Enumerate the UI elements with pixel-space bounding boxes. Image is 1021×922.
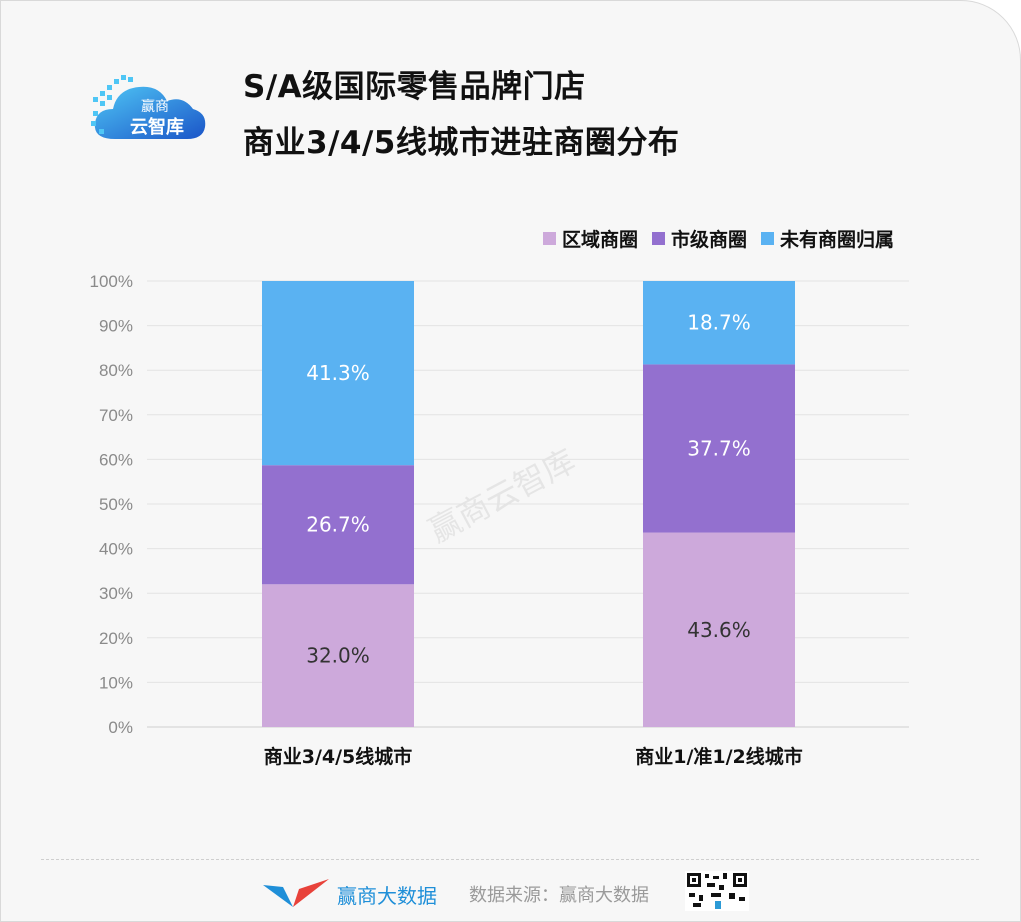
bar-segment — [262, 281, 414, 466]
data-label: 37.7% — [687, 436, 751, 460]
legend-label-regional: 区域商圈 — [561, 229, 638, 251]
bar-segment — [643, 364, 795, 533]
bar-segment — [262, 465, 414, 585]
logo-line1: 赢商 — [141, 98, 169, 115]
cloud-logo-icon: 赢商 云智库 — [91, 75, 206, 139]
title-line-1: S/A级国际零售品牌门店 — [243, 69, 586, 105]
data-label: 26.7% — [306, 513, 370, 537]
data-label: 18.7% — [687, 311, 751, 335]
data-label: 32.0% — [306, 644, 370, 668]
y-tick-label: 60% — [99, 450, 133, 469]
legend-label-city: 市级商圈 — [670, 229, 747, 251]
data-label: 43.6% — [687, 618, 751, 642]
qr-code-icon — [685, 871, 749, 911]
legend-swatch-city — [651, 232, 665, 245]
logo-line2: 云智库 — [130, 116, 184, 138]
legend-label-none: 未有商圈归属 — [779, 229, 894, 251]
legend-swatch-none — [760, 232, 774, 245]
footer-brand: 赢商大数据 — [263, 879, 437, 909]
legend: 区域商圈 市级商圈 未有商圈归属 — [542, 225, 894, 252]
y-tick-label: 20% — [99, 629, 133, 648]
y-tick-label: 40% — [99, 540, 133, 559]
y-tick-label: 10% — [99, 673, 133, 692]
footer-divider — [41, 859, 979, 860]
y-tick-label: 50% — [99, 495, 133, 514]
chart-title: S/A级国际零售品牌门店 商业3/4/5线城市进驻商圈分布 — [243, 59, 679, 171]
y-tick-label: 30% — [99, 584, 133, 603]
y-tick-label: 70% — [99, 406, 133, 425]
title-line-2: 商业3/4/5线城市进驻商圈分布 — [243, 125, 680, 161]
bar-segment — [643, 281, 795, 365]
bar-segment — [643, 532, 795, 727]
footer-brand-name: 赢商大数据 — [337, 883, 437, 908]
x-category-label: 商业1/准1/2线城市 — [635, 745, 803, 768]
legend-item-city: 市级商圈 — [651, 225, 747, 252]
bar-segment — [262, 584, 414, 727]
x-category-label: 商业3/4/5线城市 — [264, 745, 413, 768]
stacked-bar-chart: 0% 10% 20% 30% 40% 50% 60% 70% 80% 90% 100% 32.0% 26… — [90, 272, 909, 768]
y-tick-label: 0% — [108, 718, 133, 737]
v-bird-logo-icon — [263, 879, 329, 907]
y-tick-label: 100% — [90, 272, 133, 291]
data-label: 41.3% — [306, 361, 370, 385]
footer-source: 数据来源：赢商大数据 — [469, 885, 649, 906]
legend-swatch-regional — [542, 232, 556, 245]
legend-item-regional: 区域商圈 — [542, 225, 638, 252]
y-tick-label: 90% — [99, 317, 133, 336]
y-tick-label: 80% — [99, 361, 133, 380]
legend-item-none: 未有商圈归属 — [760, 225, 894, 252]
